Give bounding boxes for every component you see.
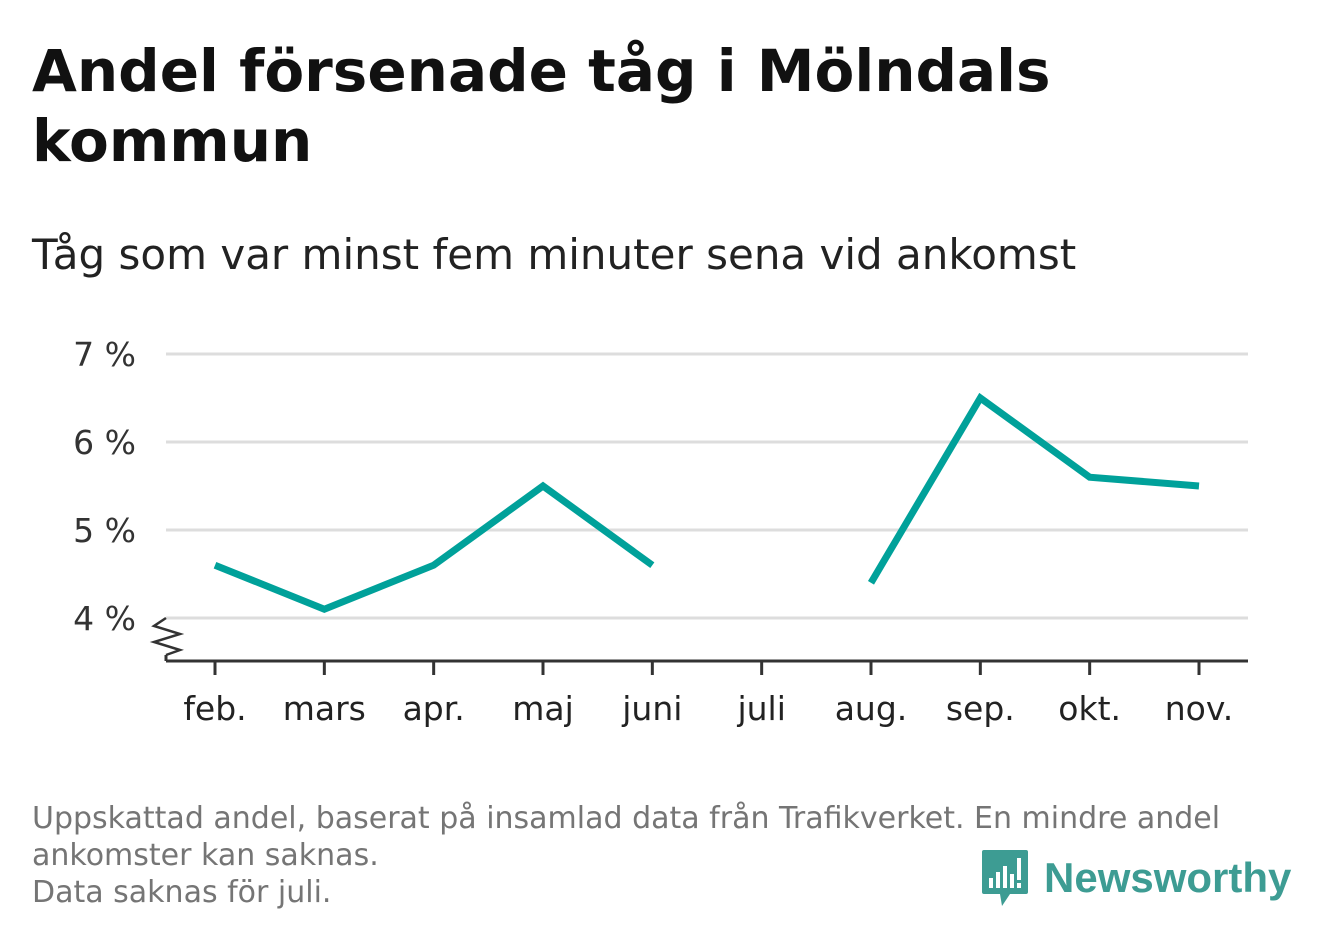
y-tick-label: 6 % (73, 423, 136, 462)
x-tick-label: aug. (835, 689, 908, 728)
series-layer (213, 392, 1200, 613)
footer-note-line: Uppskattad andel, baserat på insamlad da… (32, 801, 1221, 836)
x-tick-label: feb. (183, 689, 246, 728)
grid-layer (166, 352, 1248, 620)
x-tick-labels: feb. mars apr. maj juni juli aug. sep. okt. nov. (183, 689, 1233, 728)
y-tick-label: 4 % (73, 599, 136, 638)
brand-name: Newsworthy (1044, 854, 1292, 901)
x-tick-label: nov. (1165, 689, 1234, 728)
chart-title: Andel försenade tåg i Mölndals kommun (32, 37, 1051, 175)
x-tick-label: apr. (403, 689, 465, 728)
line-chart: 4 % 5 % 6 % 7 % feb. mars apr. maj juni juli aug.… (73, 335, 1248, 728)
x-tick-label: mars (283, 689, 366, 728)
brand-logo: Newsworthy (980, 848, 1291, 908)
x-axis (149, 616, 1248, 675)
x-tick-label: juni (621, 689, 682, 728)
x-tick-label: juli (736, 689, 785, 728)
x-tick-label: okt. (1058, 689, 1121, 728)
newsworthy-logo-icon (982, 850, 1028, 906)
y-tick-labels: 4 % 5 % 6 % 7 % (73, 335, 136, 638)
footer-note: Uppskattad andel, baserat på insamlad da… (32, 800, 1282, 911)
y-tick-label: 7 % (73, 335, 136, 374)
axis-break-mark (149, 616, 185, 657)
x-tick-label: sep. (946, 689, 1015, 728)
series-line-segment (867, 392, 1200, 585)
series-line-segment (213, 481, 655, 613)
x-tick-label: maj (512, 689, 574, 728)
footer-note-line: Data saknas för juli. (32, 875, 332, 910)
footer-note-line: ankomster kan saknas. (32, 838, 379, 873)
chart-subtitle: Tåg som var minst fem minuter sena vid a… (32, 230, 1077, 279)
y-tick-label: 5 % (73, 511, 136, 550)
